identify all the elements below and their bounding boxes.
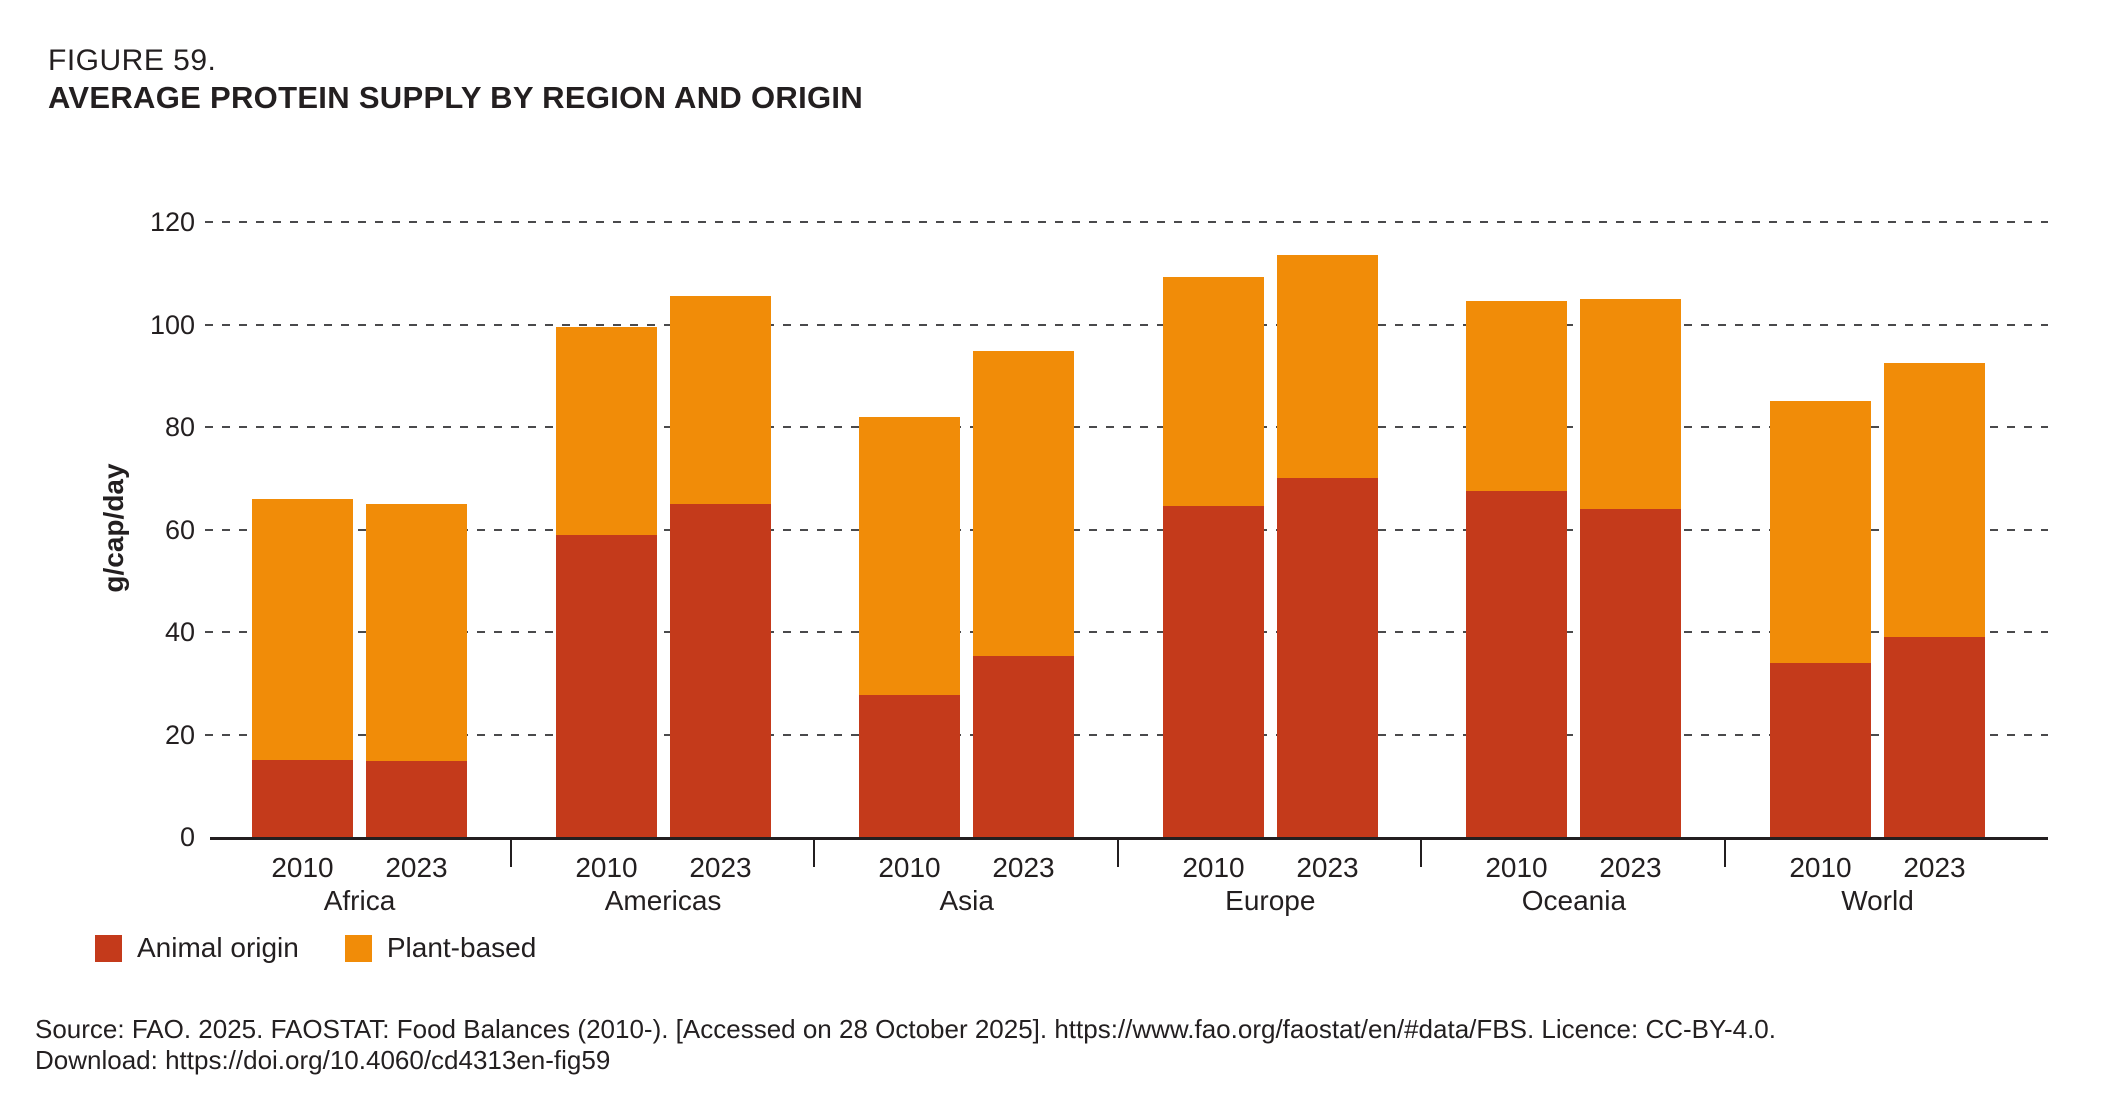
- gridline-100: [205, 323, 2048, 326]
- region-label-asia: Asia: [939, 885, 994, 916]
- animal-origin-swatch-icon: [95, 934, 122, 962]
- gridline-20: [205, 733, 2048, 736]
- bar-asia-2010-animal: [859, 695, 960, 837]
- legend-item-plant-based: Plant-based: [344, 932, 537, 964]
- x-axis-line: [210, 837, 2048, 840]
- source-line-2: Download: https://doi.org/10.4060/cd4313…: [35, 1045, 611, 1075]
- bar-world-2010-plant: [1770, 401, 1871, 663]
- figure-number: FIGURE 59.: [48, 44, 217, 77]
- bar-europe-2010-plant: [1163, 276, 1264, 507]
- year-label-oceania-2010: 2010: [1485, 852, 1548, 883]
- year-label-africa-2010: 2010: [271, 852, 334, 883]
- gridline-80: [205, 426, 2048, 428]
- bar-asia-2010-plant: [859, 417, 960, 696]
- y-tick-label-80: 80: [164, 412, 195, 442]
- bar-oceania-2010-animal: [1466, 491, 1567, 837]
- bar-europe-2010-animal: [1163, 506, 1264, 837]
- bar-europe-2023-plant: [1277, 255, 1378, 479]
- legend-item-animal-origin: Animal origin: [95, 932, 299, 964]
- bar-africa-2010-plant: [252, 498, 353, 761]
- legend-label-plant-based: Plant-based: [386, 932, 537, 963]
- plant-based-swatch-icon: [344, 934, 372, 962]
- y-tick-label-40: 40: [164, 617, 195, 647]
- y-tick-label-120: 120: [149, 207, 195, 237]
- source-line-1: Source: FAO. 2025. FAOSTAT: Food Balance…: [35, 1014, 1776, 1044]
- x-axis-separator-5: [1724, 839, 1726, 867]
- x-axis-separator-4: [1420, 839, 1422, 867]
- chart-legend: Animal origin Plant-based: [95, 932, 536, 964]
- y-tick-label-20: 20: [164, 719, 195, 750]
- x-axis-separator-3: [1117, 839, 1119, 867]
- bar-americas-2010-plant: [556, 327, 657, 535]
- bar-world-2010-animal: [1770, 662, 1871, 837]
- region-label-oceania: Oceania: [1521, 885, 1627, 916]
- bar-asia-2023-animal: [973, 656, 1074, 837]
- figure-title: AVERAGE PROTEIN SUPPLY BY REGION AND ORI…: [48, 80, 864, 115]
- y-tick-label-0: 0: [179, 822, 195, 852]
- gridline-60: [205, 528, 2048, 531]
- legend-label-animal-origin: Animal origin: [137, 932, 299, 963]
- bar-world-2023-plant: [1884, 362, 1985, 638]
- x-axis-separator-2: [813, 839, 815, 867]
- year-label-europe-2023: 2023: [1296, 852, 1359, 883]
- year-label-americas-2023: 2023: [689, 852, 752, 883]
- year-label-asia-2023: 2023: [992, 852, 1055, 883]
- gridline-40: [205, 631, 2048, 633]
- region-label-africa: Africa: [323, 885, 396, 916]
- y-tick-label-60: 60: [164, 514, 195, 545]
- bar-oceania-2010-plant: [1466, 301, 1567, 492]
- bar-africa-2023-animal: [366, 761, 467, 837]
- region-label-americas: Americas: [604, 885, 722, 916]
- bar-americas-2023-plant: [670, 296, 771, 504]
- y-tick-label-100: 100: [149, 309, 195, 340]
- x-axis-separator-1: [510, 839, 512, 867]
- bar-asia-2023-plant: [973, 351, 1074, 657]
- year-label-americas-2010: 2010: [575, 852, 638, 883]
- bar-africa-2010-animal: [252, 760, 353, 837]
- bar-oceania-2023-animal: [1580, 509, 1681, 837]
- region-label-world: World: [1841, 885, 1914, 916]
- year-label-oceania-2023: 2023: [1599, 852, 1662, 883]
- bar-world-2023-animal: [1884, 637, 1985, 837]
- year-label-world-2023: 2023: [1903, 852, 1966, 883]
- source-note: Source: FAO. 2025. FAOSTAT: Food Balance…: [35, 1014, 1776, 1076]
- region-label-europe: Europe: [1225, 885, 1316, 916]
- bar-americas-2023-animal: [670, 503, 771, 837]
- year-label-world-2010: 2010: [1789, 852, 1852, 883]
- year-label-africa-2023: 2023: [385, 852, 448, 883]
- bar-oceania-2023-plant: [1580, 298, 1681, 509]
- bar-europe-2023-animal: [1277, 478, 1378, 837]
- bar-africa-2023-plant: [366, 503, 467, 762]
- year-label-europe-2010: 2010: [1182, 852, 1245, 883]
- gridline-120: [205, 221, 2048, 223]
- year-label-asia-2010: 2010: [878, 852, 941, 883]
- bar-americas-2010-animal: [556, 534, 657, 837]
